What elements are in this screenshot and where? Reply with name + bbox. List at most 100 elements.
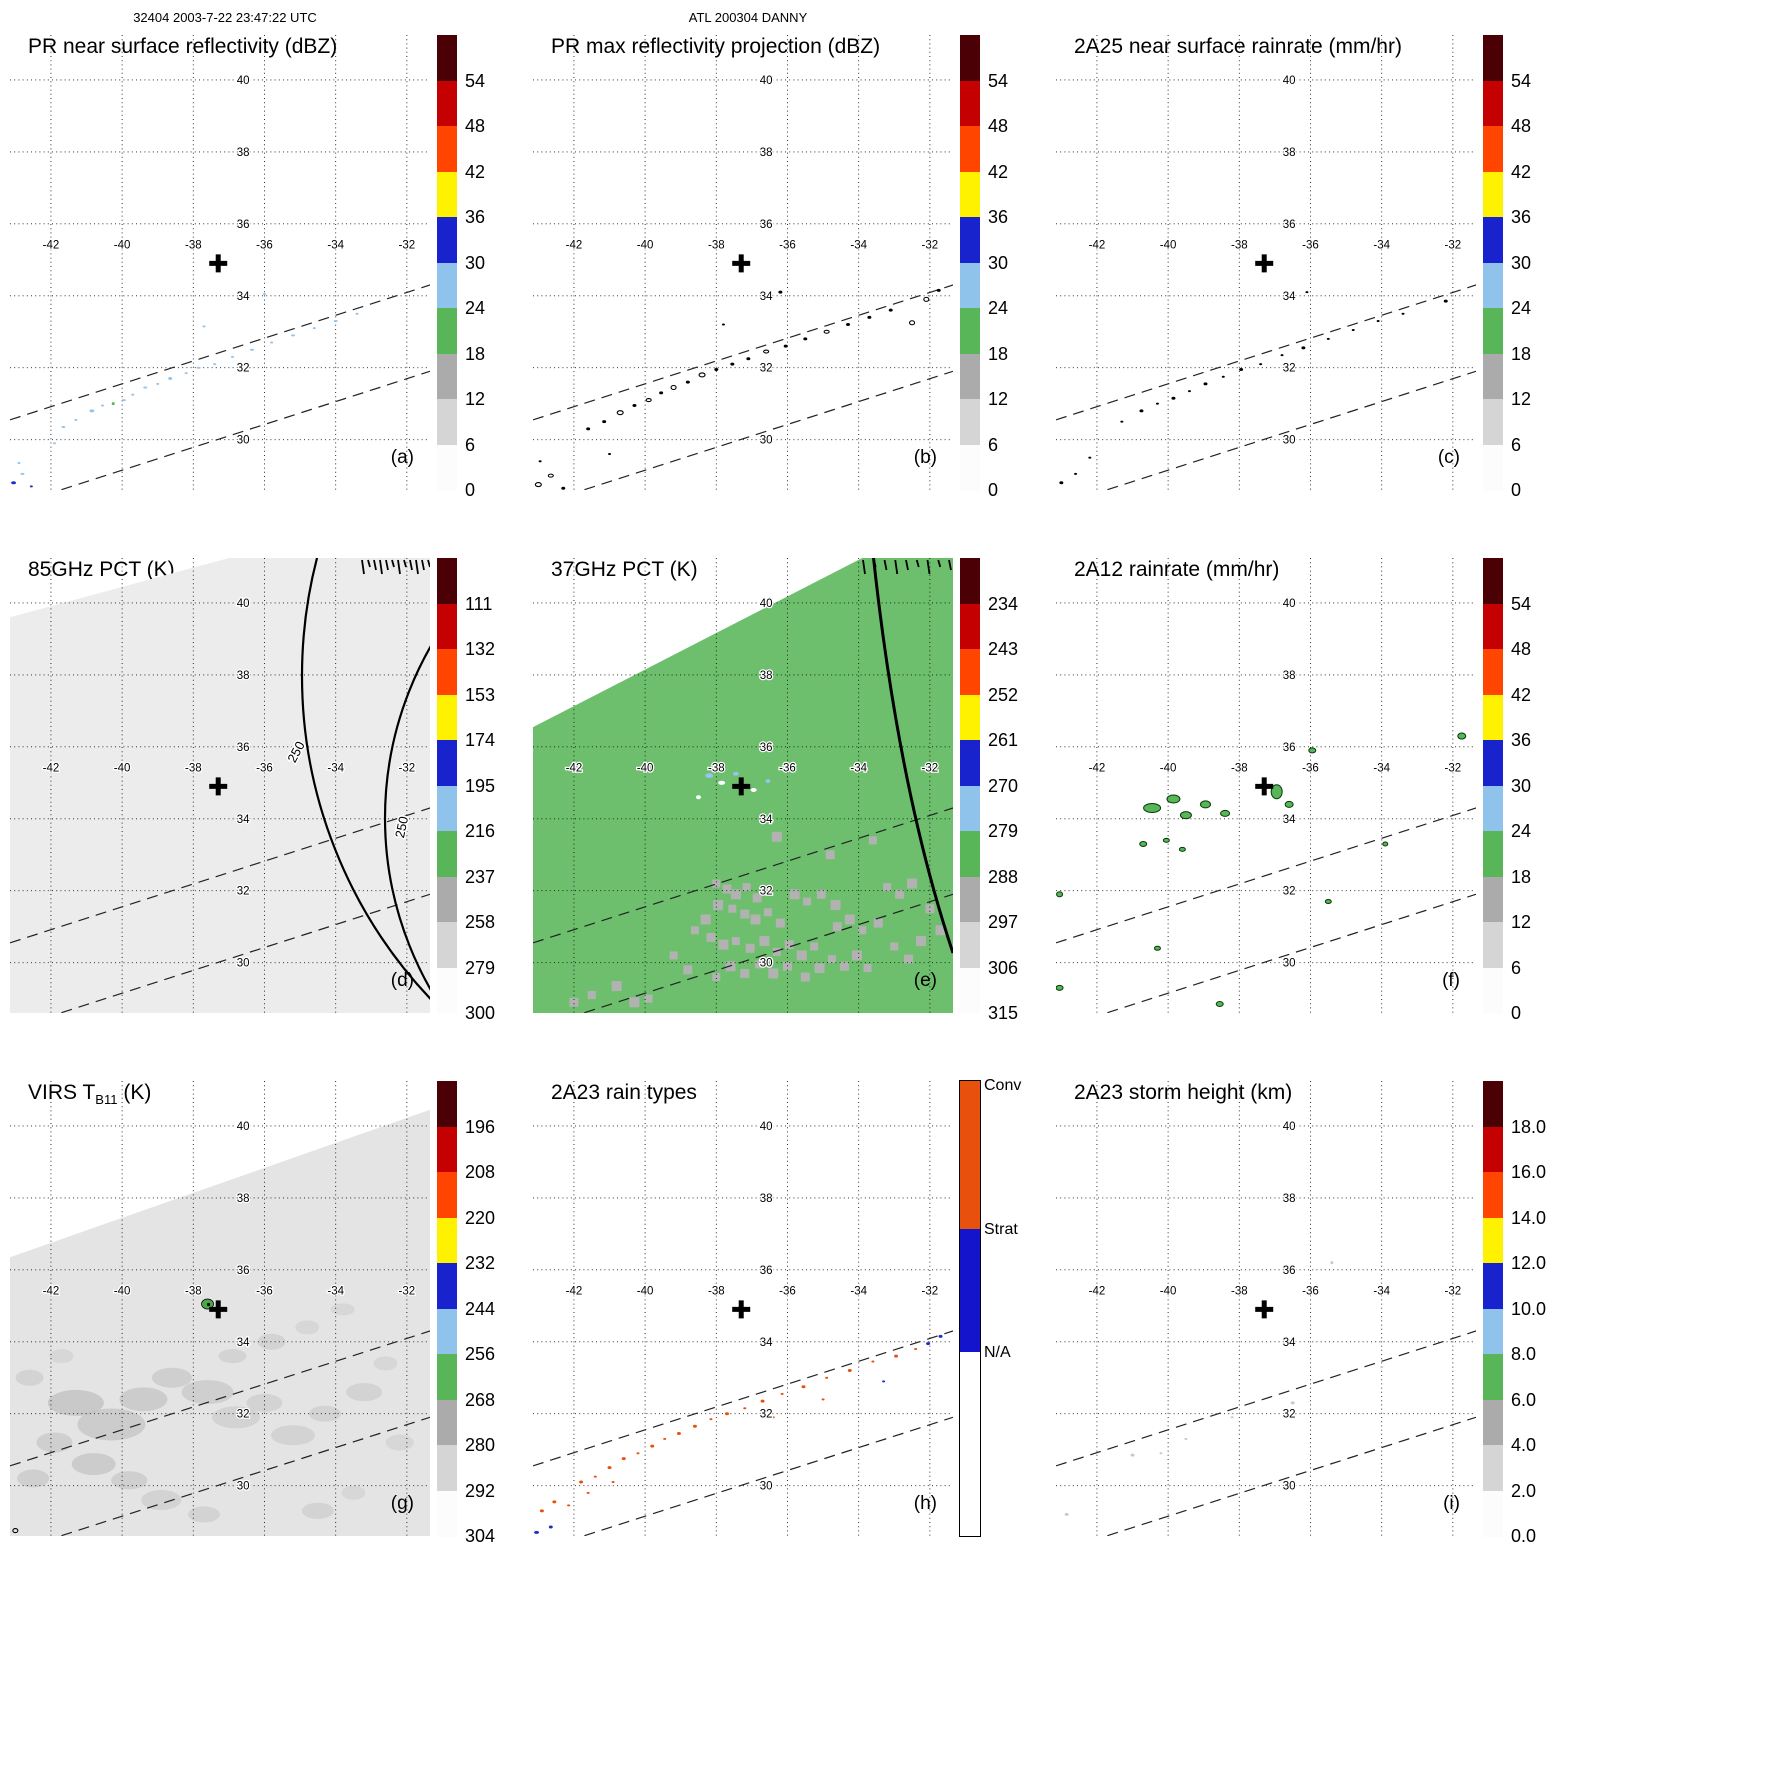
lat-label: 34: [237, 1337, 250, 1349]
storm-name-header: ATL 200304 DANNY: [688, 10, 808, 25]
colorbar-category-label: Strat: [984, 1220, 1018, 1238]
colorbar-tick: 42: [1511, 161, 1532, 182]
storm-center-marker: [1255, 1300, 1274, 1319]
lat-label: 32: [760, 363, 773, 375]
colorbar-segment: [1483, 1445, 1503, 1491]
timestamp-header: 32404 2003-7-22 23:47:22 UTC: [133, 10, 317, 25]
colorbar-tick: 18.0: [1511, 1116, 1547, 1137]
panel-title: 37GHz PCT (K): [551, 558, 698, 581]
colorbar-segment: [437, 1308, 457, 1355]
lat-label: 40: [1283, 75, 1296, 87]
colorbar-tick: 12: [1511, 912, 1532, 932]
data-specks: [534, 288, 941, 490]
lon-label: -42: [1089, 763, 1106, 775]
lat-label: 36: [237, 219, 250, 231]
colorbar-tick: 24: [988, 298, 1009, 318]
colorbar-segment: [960, 649, 980, 695]
storm-center-marker: [209, 254, 228, 273]
colorbar-segment: [1483, 35, 1503, 81]
colorbar-tick: 288: [988, 866, 1019, 887]
colorbar-tick: 304: [465, 1526, 496, 1546]
edge-hatch: [361, 559, 430, 575]
colorbar-segment: [437, 80, 457, 127]
grid: [10, 1081, 430, 1536]
colorbar-segment: [960, 126, 980, 172]
colorbar-tick: 0: [1511, 480, 1522, 500]
colorbar-tick: 174: [465, 730, 496, 750]
warm-pct-patches: [569, 831, 946, 1008]
lon-label: -32: [399, 1286, 416, 1298]
colorbar-segment: [437, 308, 457, 354]
lat-label: 40: [1283, 598, 1296, 610]
lon-label: -40: [637, 1286, 654, 1298]
colorbar-tick: 54: [988, 70, 1009, 91]
pr-swath-edges: [533, 284, 953, 490]
colorbar-tick: 195: [465, 775, 496, 796]
colorbar-segment: [960, 1081, 980, 1229]
colorbar-tick: 270: [988, 775, 1019, 796]
contour-label: 250: [392, 815, 411, 839]
pr-swath-edges: [10, 1330, 430, 1536]
colorbar-category-label: Conv: [984, 1077, 1022, 1094]
colorbar-segment: [1483, 1399, 1503, 1446]
data-specks: [1059, 291, 1448, 485]
colorbar-tick: 297: [988, 912, 1019, 932]
colorbar-segment: [960, 785, 980, 832]
colorbar-tick: 279: [465, 957, 496, 978]
panel-title: 2A23 rain types: [551, 1081, 697, 1104]
colorbar-segment: [437, 353, 457, 400]
colorbar-tick: 111: [465, 593, 493, 614]
colorbar-tick: 48: [988, 116, 1009, 136]
panel-title-part: VIRS T: [28, 1081, 96, 1104]
colorbar-tick: 12.0: [1511, 1253, 1547, 1273]
data-specks: [11, 292, 359, 488]
lat-label: 30: [237, 1481, 250, 1493]
colorbar-segment: [960, 308, 980, 354]
colorbar-segment: [437, 1399, 457, 1446]
colorbar-segment: [1483, 1263, 1503, 1309]
grid: [533, 558, 953, 1013]
grid-labels: -42 -40 -38 -36 -34 -32 40 38 36 34 32 30: [564, 1120, 939, 1494]
colorbar-segment: [960, 876, 980, 923]
lat-label: 34: [760, 1337, 773, 1349]
colorbar-tick: 48: [1511, 116, 1532, 136]
map-b: -42 -40 -38 -36 -34 -32 40 38 36 34 32 30 (b): [533, 35, 953, 490]
lon-label: -34: [850, 240, 867, 252]
colorbar-tick: 42: [988, 161, 1009, 182]
colorbar-tick: 18: [1511, 343, 1532, 364]
panel-g: VIRS TB11 (K) -42 -40 -38 -36 -34 -32 40 38 36 34 3…: [10, 1081, 530, 1556]
colorbar-tick: 24: [465, 298, 486, 318]
panel-letter: (b): [914, 447, 937, 468]
colorbar-segment: [1483, 1126, 1503, 1173]
colorbar-segment: [960, 922, 980, 968]
panel-a: PR near surface reflectivity (dBZ) -42 -40…: [10, 35, 530, 510]
lat-label: 32: [760, 1409, 773, 1421]
colorbar-segment: [437, 967, 457, 1014]
colorbar-segment: [437, 785, 457, 832]
cold-cloud-spot: [201, 1298, 214, 1310]
lon-label: -32: [1445, 240, 1462, 252]
pr-swath-edges: [1056, 807, 1476, 1013]
colorbar-segment: [437, 1081, 457, 1127]
lon-label: -36: [256, 763, 273, 775]
lat-label: 40: [237, 598, 250, 610]
lon-label: -32: [922, 1286, 939, 1298]
lon-label: -42: [43, 1286, 60, 1298]
pr-swath-edges: [533, 807, 953, 1013]
colorbar-segment: [960, 171, 980, 218]
panel-title: 2A23 storm height (km): [1074, 1081, 1293, 1104]
panel-e: 37GHz PCT (K) -42 -40 -38 -36 -34 -32 40 38 36 34 3…: [533, 558, 1053, 1033]
colorbar-segment: [1483, 603, 1503, 650]
colorbar-segment: [437, 558, 457, 604]
lon-label: -32: [399, 763, 416, 775]
lon-label: -40: [637, 763, 654, 775]
colorbar-segment: [960, 831, 980, 877]
lat-label: 38: [237, 147, 250, 159]
grid-labels: -42 -40 -38 -36 -34 -32 40 38 36 34 32 30: [1087, 1120, 1462, 1494]
colorbar-tick: 54: [1511, 593, 1532, 614]
lat-label: 36: [760, 1265, 773, 1277]
data-specks: [696, 771, 771, 800]
map-h: -42 -40 -38 -36 -34 -32 40 38 36 34 32 30 (h): [533, 1081, 953, 1536]
lon-label: -38: [1231, 763, 1248, 775]
